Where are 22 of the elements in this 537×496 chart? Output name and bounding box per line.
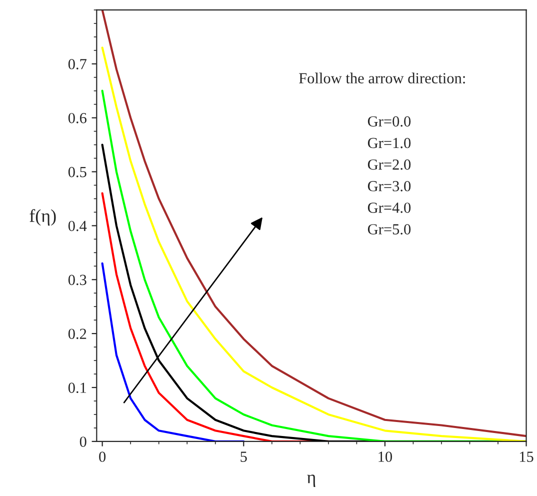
x-tick-label: 10 bbox=[378, 452, 392, 462]
y-axis-title: f(η) bbox=[30, 209, 56, 226]
x-tick-label: 15 bbox=[520, 452, 534, 462]
annotation: Follow the arrow direction: bbox=[299, 72, 465, 84]
y-tick-label: 0.1 bbox=[68, 382, 86, 394]
y-tick-label: 0 bbox=[80, 436, 86, 447]
x-tick-label: 5 bbox=[240, 452, 247, 462]
y-tick-label: 0.4 bbox=[68, 220, 87, 232]
y-tick-label: 0.7 bbox=[68, 59, 86, 70]
annotation: Gr=0.0 bbox=[368, 116, 411, 127]
y-tick-label: 0.6 bbox=[68, 112, 86, 124]
annotation: Gr=5.0 bbox=[368, 224, 411, 235]
annotation: Gr=3.0 bbox=[368, 181, 411, 192]
y-tick-label: 0.3 bbox=[68, 274, 86, 286]
annotation: Gr=2.0 bbox=[368, 159, 411, 170]
x-axis-title: η bbox=[307, 474, 316, 487]
y-tick-label: 0.2 bbox=[68, 328, 86, 340]
annotation: Gr=1.0 bbox=[368, 138, 411, 148]
x-tick-label: 0 bbox=[99, 452, 106, 462]
line-series bbox=[101, 262, 245, 442]
annotation: Gr=4.0 bbox=[368, 202, 411, 213]
y-tick-label: 0.5 bbox=[68, 166, 86, 178]
